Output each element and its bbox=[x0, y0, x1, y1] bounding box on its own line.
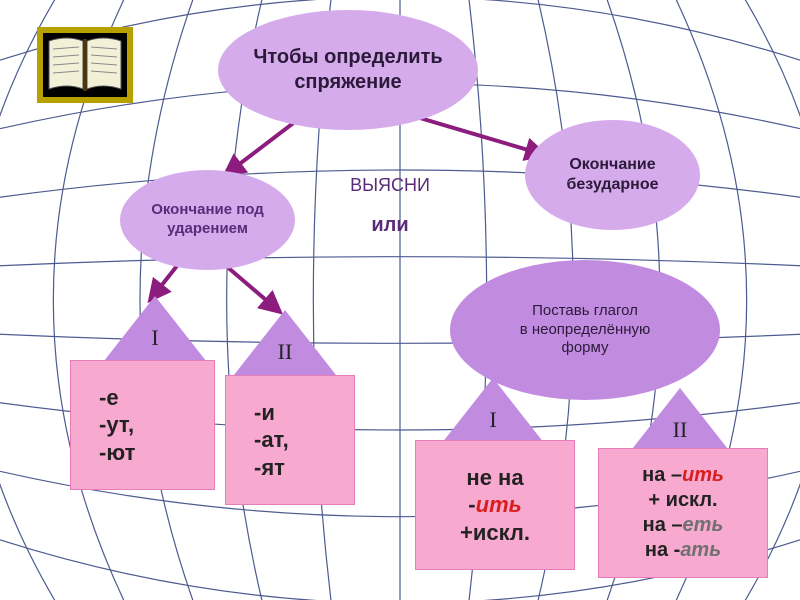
triangle-2: II bbox=[230, 310, 340, 380]
box-4-r4-pre: на - bbox=[645, 539, 680, 561]
box-3-line2: -ить bbox=[468, 491, 521, 519]
middle-text: ВЫЯСНИ или bbox=[315, 175, 465, 237]
box-4-r3-pre: на – bbox=[643, 514, 683, 536]
box-3-line2-red: ить bbox=[476, 492, 522, 517]
triangle-1: I bbox=[100, 296, 210, 366]
box-4: на –ить+ искл.на –етьна -ать bbox=[598, 448, 768, 578]
box-4-r1-red: ить bbox=[682, 464, 724, 486]
infinitive-line2: в неопределённую bbox=[520, 321, 651, 340]
left-ellipse-label: Окончание под ударением bbox=[134, 201, 281, 239]
box-4-row3: на –еть bbox=[643, 513, 724, 538]
triangle-3-label: I bbox=[438, 407, 548, 433]
box-3-line1: не на bbox=[466, 464, 523, 492]
box-2-line1: -и bbox=[254, 399, 275, 427]
box-3: не на-ить+искл. bbox=[415, 440, 575, 570]
box-3-line3: +искл. bbox=[460, 519, 530, 547]
triangle-2-label: II bbox=[230, 339, 340, 365]
right-ellipse: Окончание безударное bbox=[525, 120, 700, 230]
box-4-row2: + искл. bbox=[648, 488, 717, 513]
root-ellipse: Чтобы определить спряжение bbox=[218, 10, 478, 130]
box-2: -и-ат,-ят bbox=[225, 375, 355, 505]
triangle-1-label: I bbox=[100, 325, 210, 351]
box-2-line2: -ат, bbox=[254, 426, 289, 454]
box-4-r4-gray: ать bbox=[680, 539, 721, 561]
middle-line1: ВЫЯСНИ bbox=[315, 175, 465, 196]
box-4-row4: на -ать bbox=[645, 538, 721, 563]
left-ellipse: Окончание под ударением bbox=[120, 170, 295, 270]
box-1-line3: -ют bbox=[99, 439, 135, 467]
infinitive-line3: форму bbox=[561, 339, 608, 358]
box-4-row1: на –ить bbox=[642, 463, 724, 488]
box-1: -е-ут,-ют bbox=[70, 360, 215, 490]
box-2-line3: -ят bbox=[254, 454, 285, 482]
box-1-line1: -е bbox=[99, 384, 119, 412]
box-3-line2-pre: - bbox=[468, 492, 475, 517]
box-4-r3-gray: еть bbox=[683, 514, 724, 536]
box-1-line2: -ут, bbox=[99, 411, 134, 439]
triangle-4-label: II bbox=[625, 417, 735, 443]
infinitive-line1: Поставь глагол bbox=[532, 302, 638, 321]
middle-line2: или bbox=[315, 214, 465, 237]
root-ellipse-label: Чтобы определить спряжение bbox=[232, 45, 464, 95]
box-4-r1-pre: на – bbox=[642, 464, 682, 486]
book-icon bbox=[35, 25, 135, 105]
right-ellipse-label: Окончание безударное bbox=[539, 155, 686, 195]
box-4-r2: + искл. bbox=[648, 489, 717, 511]
infinitive-ellipse: Поставь глаголв неопределённуюформу bbox=[450, 260, 720, 400]
